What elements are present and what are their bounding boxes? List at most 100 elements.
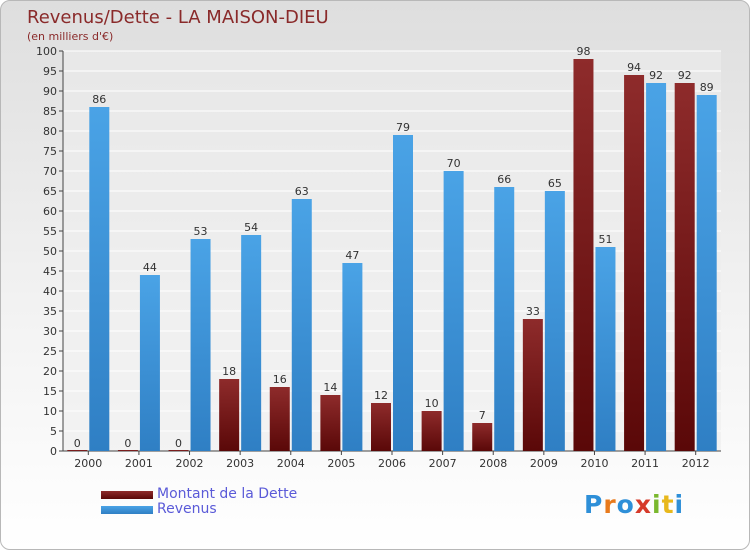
data-label: 12 [374,389,388,402]
bar-debt [219,379,240,451]
y-tick-label: 0 [50,445,57,458]
y-tick-label: 35 [43,305,57,318]
bar-revenue [696,95,717,451]
bar-debt [674,83,695,451]
data-label: 0 [175,437,182,450]
data-label: 7 [479,409,486,422]
x-tick-label: 2007 [429,457,457,470]
data-label: 14 [323,381,337,394]
bar-debt [67,450,88,451]
bar-revenue [342,263,363,451]
bar-revenue [494,187,515,451]
y-tick-label: 55 [43,225,57,238]
x-tick-label: 2005 [327,457,355,470]
bar-debt [421,411,442,451]
chart-subtitle: (en milliers d'€) [27,30,114,43]
legend-label-revenue: Revenus [157,501,217,517]
x-tick-label: 2004 [277,457,305,470]
bar-revenue [393,135,413,451]
data-label: 51 [598,233,612,246]
bar-debt [320,395,341,451]
data-label: 89 [700,81,714,94]
bar-debt [371,403,391,451]
data-label: 16 [273,373,287,386]
legend-swatch-debt [101,490,153,499]
y-tick-label: 70 [43,165,57,178]
bar-debt [117,450,138,451]
y-tick-label: 100 [36,45,57,58]
bar-revenue [139,275,160,451]
data-label: 92 [649,69,663,82]
y-tick-label: 20 [43,365,57,378]
legend-label-debt: Montant de la Dette [157,486,298,502]
bar-revenue [241,235,262,451]
y-tick-label: 5 [50,425,57,438]
data-label: 44 [143,261,157,274]
y-tick-label: 15 [43,385,57,398]
x-tick-label: 2001 [125,457,153,470]
data-label: 47 [345,249,359,262]
y-tick-label: 30 [43,325,57,338]
bar-revenue [646,83,667,451]
data-label: 54 [244,221,258,234]
bar-revenue [291,199,312,451]
data-label: 18 [222,365,236,378]
logo-letter: x [634,490,652,519]
logo-letter: t [661,490,675,519]
chart-title: Revenus/Dette - LA MAISON-DIEU [27,7,329,28]
legend-item-revenue: Revenus [101,502,297,517]
legend: Montant de la Dette Revenus [101,487,297,517]
x-tick-label: 2003 [226,457,254,470]
logo-letter: i [674,490,685,519]
legend-item-debt: Montant de la Dette [101,487,297,502]
logo-letter: r [603,490,617,519]
data-label: 53 [194,225,208,238]
bar-debt [624,75,645,451]
data-label: 98 [576,45,590,58]
y-tick-label: 45 [43,265,57,278]
bar-debt [168,450,189,451]
data-label: 0 [74,437,81,450]
data-label: 94 [627,61,641,74]
x-tick-label: 2008 [479,457,507,470]
y-tick-label: 60 [43,205,57,218]
bar-debt [472,423,493,451]
y-tick-label: 10 [43,405,57,418]
y-tick-label: 65 [43,185,57,198]
data-label: 79 [396,121,410,134]
logo-letter: P [584,490,604,519]
proxiti-logo: Proxiti [584,490,684,519]
data-label: 0 [124,437,131,450]
data-label: 70 [447,157,461,170]
logo-letter: o [616,490,635,519]
data-label: 66 [497,173,511,186]
bar-revenue [190,239,211,451]
y-tick-label: 75 [43,145,57,158]
bar-debt [573,59,594,451]
x-tick-label: 2000 [74,457,102,470]
logo-letter: i [652,490,662,519]
bar-revenue [544,191,565,451]
x-tick-label: 2011 [631,457,659,470]
x-tick-label: 2012 [682,457,710,470]
x-tick-label: 2009 [530,457,558,470]
bar-revenue [89,107,110,451]
y-tick-label: 25 [43,345,57,358]
data-label: 33 [526,305,540,318]
data-label: 65 [548,177,562,190]
y-tick-label: 95 [43,65,57,78]
x-tick-label: 2006 [378,457,406,470]
y-tick-label: 90 [43,85,57,98]
data-label: 63 [295,185,309,198]
bar-debt [269,387,290,451]
data-label: 86 [92,93,106,106]
bar-revenue [595,247,616,451]
y-tick-label: 40 [43,285,57,298]
x-tick-label: 2002 [176,457,204,470]
legend-swatch-revenue [101,505,153,514]
y-tick-label: 50 [43,245,57,258]
bar-revenue [443,171,464,451]
x-tick-label: 2010 [580,457,608,470]
